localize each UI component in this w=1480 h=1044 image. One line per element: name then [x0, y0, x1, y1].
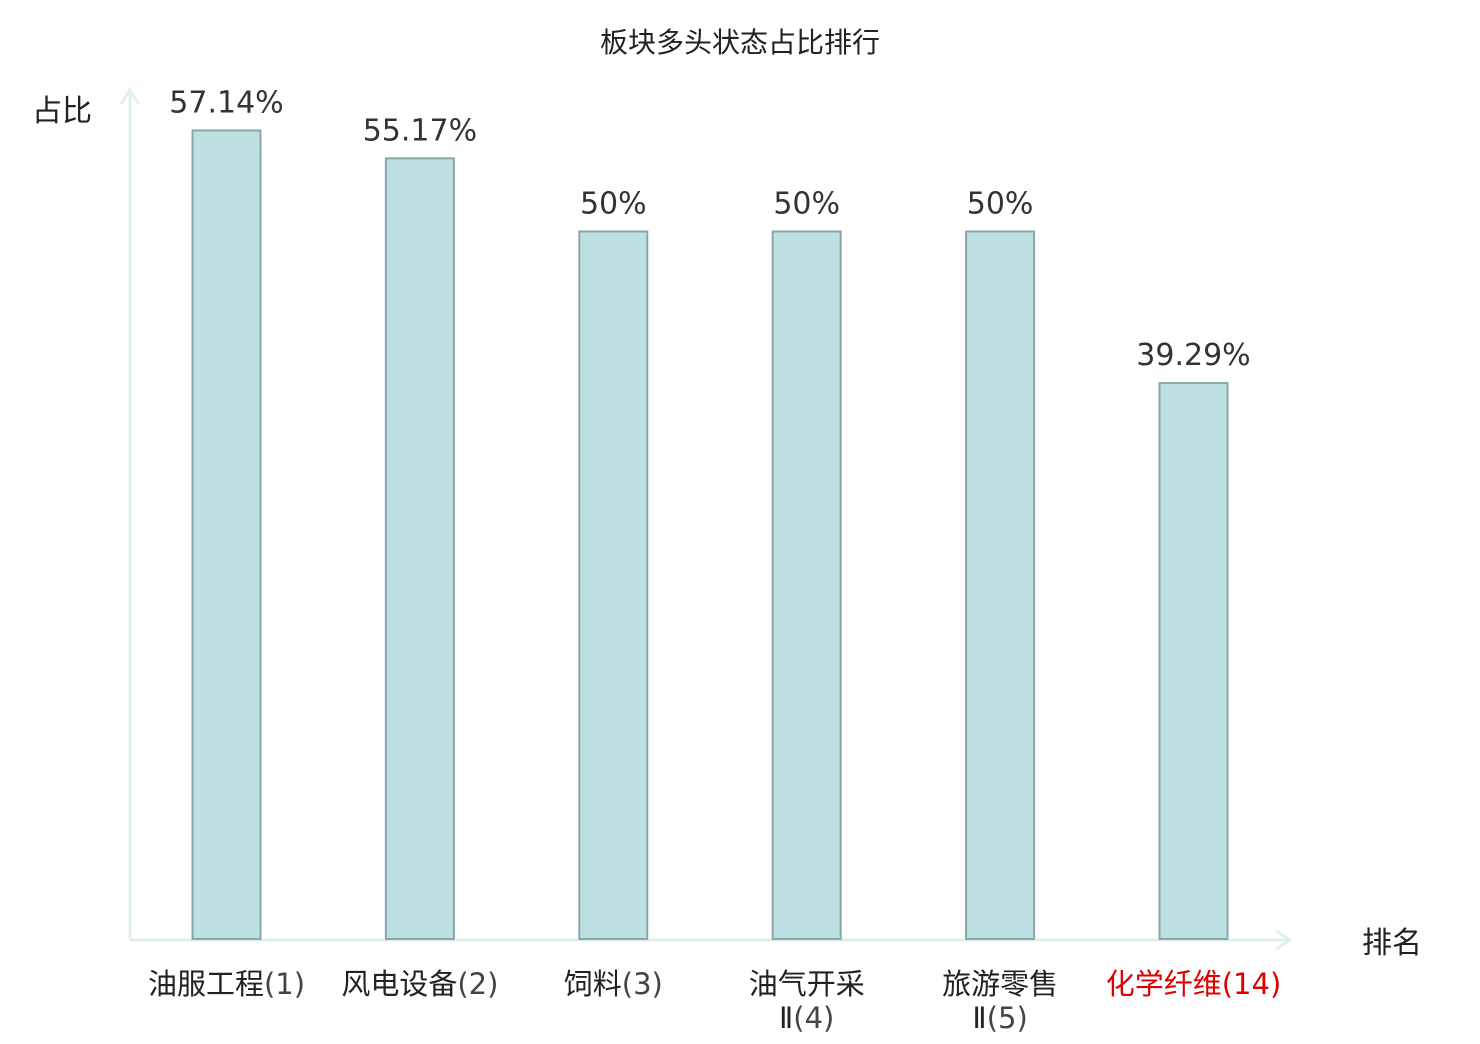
bar: [965, 230, 1036, 940]
x-axis-label: 排名: [1362, 926, 1422, 961]
axes: [119, 87, 1293, 951]
tick-label-name: 旅游零售: [942, 967, 1058, 1001]
tick-label-rank: (1): [264, 967, 305, 1001]
chart-title: 板块多头状态占比排行: [600, 26, 880, 59]
bar: [1158, 382, 1229, 940]
bar: [384, 157, 455, 941]
bar-value-label: 57.14%: [169, 85, 283, 120]
value-labels: 57.14% 55.17% 50% 50% 50% 39.29%: [169, 85, 1250, 373]
x-tick-label: 饲料(3): [564, 967, 663, 1001]
bar: [578, 230, 649, 940]
x-tick-label: 旅游零售 Ⅱ(5): [942, 967, 1058, 1035]
tick-label-name: 油服工程: [148, 967, 264, 1001]
bar-value-label: 55.17%: [363, 113, 477, 148]
tick-label-rank: (2): [457, 967, 498, 1001]
tick-label-rank: (3): [622, 967, 663, 1001]
tick-label-rank: (14): [1222, 967, 1282, 1001]
tick-label-name: Ⅱ: [779, 1001, 793, 1035]
x-tick-label: 油服工程(1): [148, 967, 305, 1001]
tick-label-name: 饲料: [564, 967, 622, 1001]
bar-value-label: 50%: [967, 187, 1034, 222]
bar-value-label: 50%: [773, 187, 840, 222]
tick-label-name: 油气开采: [749, 967, 865, 1001]
tick-label-rank: (5): [987, 1001, 1028, 1035]
x-axis-arrow: [1275, 929, 1293, 951]
x-tick-label: 油气开采 Ⅱ(4): [749, 967, 865, 1035]
tick-label-rank: (4): [793, 1001, 834, 1035]
bar-value-label: 39.29%: [1136, 338, 1250, 373]
bar: [771, 230, 842, 940]
y-axis-label: 占比: [32, 94, 92, 129]
x-tick-label: 风电设备(2): [341, 967, 498, 1001]
bars: [191, 129, 1229, 941]
tick-label-name: 化学纤维: [1106, 967, 1222, 1001]
x-tick-label: 化学纤维(14): [1106, 967, 1282, 1001]
tick-label-name: Ⅱ: [972, 1001, 986, 1035]
bar-value-label: 50%: [580, 187, 647, 222]
tick-label-name: 风电设备: [341, 967, 457, 1001]
x-tick-labels: 油服工程(1) 风电设备(2) 饲料(3) 油气开采 Ⅱ(4)旅游零售 Ⅱ(5)化学纤维(…: [148, 967, 1281, 1035]
y-axis-arrow: [119, 87, 141, 105]
bar: [191, 129, 262, 940]
